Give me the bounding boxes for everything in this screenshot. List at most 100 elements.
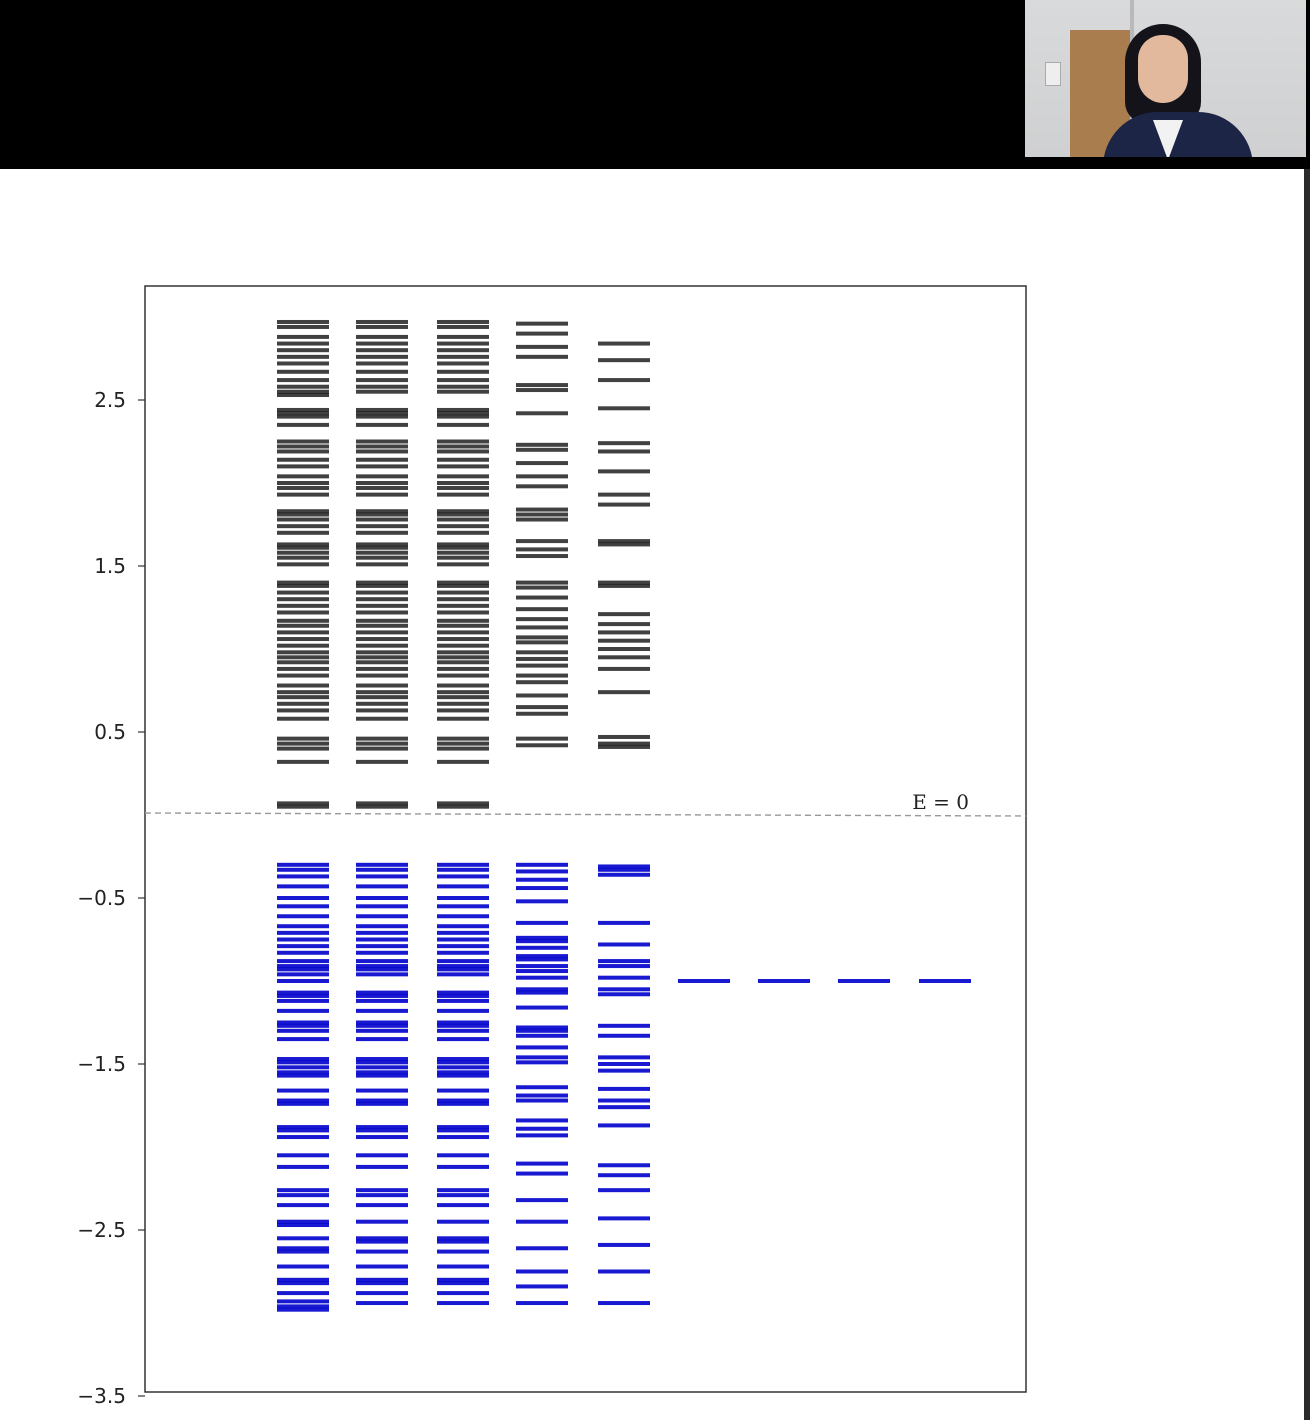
negative-energy-level (356, 972, 408, 977)
negative-energy-level (437, 950, 489, 955)
positive-energy-level (437, 660, 489, 665)
negative-energy-level (516, 1126, 568, 1131)
negative-energy-level (356, 1203, 408, 1208)
negative-energy-level (437, 1060, 489, 1065)
zero-energy-line (144, 812, 1027, 817)
positive-energy-level (516, 507, 568, 512)
positive-energy-level (437, 542, 489, 547)
negative-energy-level (356, 1128, 408, 1133)
negative-energy-level (598, 1301, 650, 1306)
negative-energy-level (516, 935, 568, 940)
negative-energy-level (356, 1070, 408, 1075)
level-column (838, 979, 890, 983)
negative-energy-level (277, 874, 329, 879)
negative-energy-level (437, 930, 489, 935)
negative-energy-level (678, 979, 730, 983)
negative-energy-level (356, 1101, 408, 1106)
negative-energy-level (437, 967, 489, 972)
positive-energy-level (277, 384, 329, 389)
level-column (437, 319, 489, 1306)
negative-energy-level (277, 964, 329, 969)
positive-energy-level (516, 383, 568, 388)
negative-energy-level (277, 1057, 329, 1062)
negative-energy-level (356, 1164, 408, 1169)
positive-energy-level (277, 407, 329, 412)
negative-energy-level (598, 867, 650, 872)
negative-energy-level (516, 1005, 568, 1010)
level-column (516, 321, 568, 1306)
negative-energy-level (356, 1008, 408, 1013)
positive-energy-level (598, 666, 650, 671)
negative-energy-level (516, 945, 568, 950)
negative-energy-level (437, 937, 489, 942)
negative-energy-level (277, 1023, 329, 1028)
positive-energy-level (277, 610, 329, 615)
positive-energy-level (356, 643, 408, 648)
y-tick-label: −1.5 (77, 1052, 126, 1076)
positive-energy-level (516, 585, 568, 590)
negative-energy-level (437, 1239, 489, 1244)
negative-energy-level (437, 944, 489, 949)
positive-energy-level (356, 660, 408, 665)
negative-energy-level (356, 1264, 408, 1269)
negative-energy-level (277, 1020, 329, 1025)
positive-energy-level (356, 354, 408, 359)
negative-energy-level (919, 979, 971, 983)
level-column (678, 979, 730, 983)
negative-energy-level (356, 1193, 408, 1198)
negative-energy-level (437, 972, 489, 977)
positive-energy-level (277, 660, 329, 665)
negative-energy-level (356, 959, 408, 964)
negative-energy-level (277, 993, 329, 998)
positive-energy-level (356, 683, 408, 688)
negative-energy-level (437, 1037, 489, 1042)
positive-energy-level (598, 449, 650, 454)
webcam-thumbnail[interactable] (1025, 0, 1306, 157)
positive-energy-level (356, 324, 408, 329)
positive-energy-level (277, 683, 329, 688)
negative-energy-level (356, 1188, 408, 1193)
positive-energy-level (516, 388, 568, 393)
positive-energy-level (277, 464, 329, 469)
negative-energy-level (437, 959, 489, 964)
negative-energy-level (598, 1269, 650, 1274)
positive-energy-level (277, 334, 329, 339)
negative-energy-level (277, 896, 329, 900)
negative-energy-level (516, 1301, 568, 1306)
positive-energy-level (598, 583, 650, 588)
negative-energy-level (277, 959, 329, 964)
negative-energy-level (437, 1301, 489, 1306)
positive-energy-level (277, 746, 329, 751)
positive-energy-level (356, 369, 408, 374)
positive-energy-level (277, 341, 329, 346)
positive-energy-level (277, 369, 329, 374)
negative-energy-level (277, 862, 329, 867)
negative-energy-level (598, 1216, 650, 1221)
negative-energy-level (277, 1246, 329, 1251)
negative-energy-level (437, 1023, 489, 1028)
negative-energy-level (277, 1299, 329, 1304)
positive-energy-level (356, 449, 408, 454)
positive-energy-level (356, 759, 408, 764)
positive-energy-level (437, 481, 489, 485)
positive-energy-level (598, 744, 650, 749)
negative-energy-level (356, 1088, 408, 1093)
positive-energy-level (437, 804, 489, 809)
negative-energy-level (277, 1028, 329, 1033)
positive-energy-level (356, 690, 408, 695)
positive-energy-level (516, 344, 568, 349)
positive-energy-level (516, 640, 568, 645)
positive-energy-level (516, 547, 568, 552)
negative-energy-level (437, 1264, 489, 1269)
negative-energy-level (277, 972, 329, 977)
positive-energy-level (437, 545, 489, 550)
positive-energy-level (516, 474, 568, 479)
positive-energy-level (277, 389, 329, 394)
negative-energy-level (356, 998, 408, 1003)
negative-energy-level (598, 1033, 650, 1038)
negative-energy-level (516, 1161, 568, 1166)
positive-energy-level (277, 524, 329, 529)
negative-energy-level (516, 990, 568, 995)
positive-energy-level (356, 341, 408, 346)
positive-energy-level (356, 485, 408, 490)
